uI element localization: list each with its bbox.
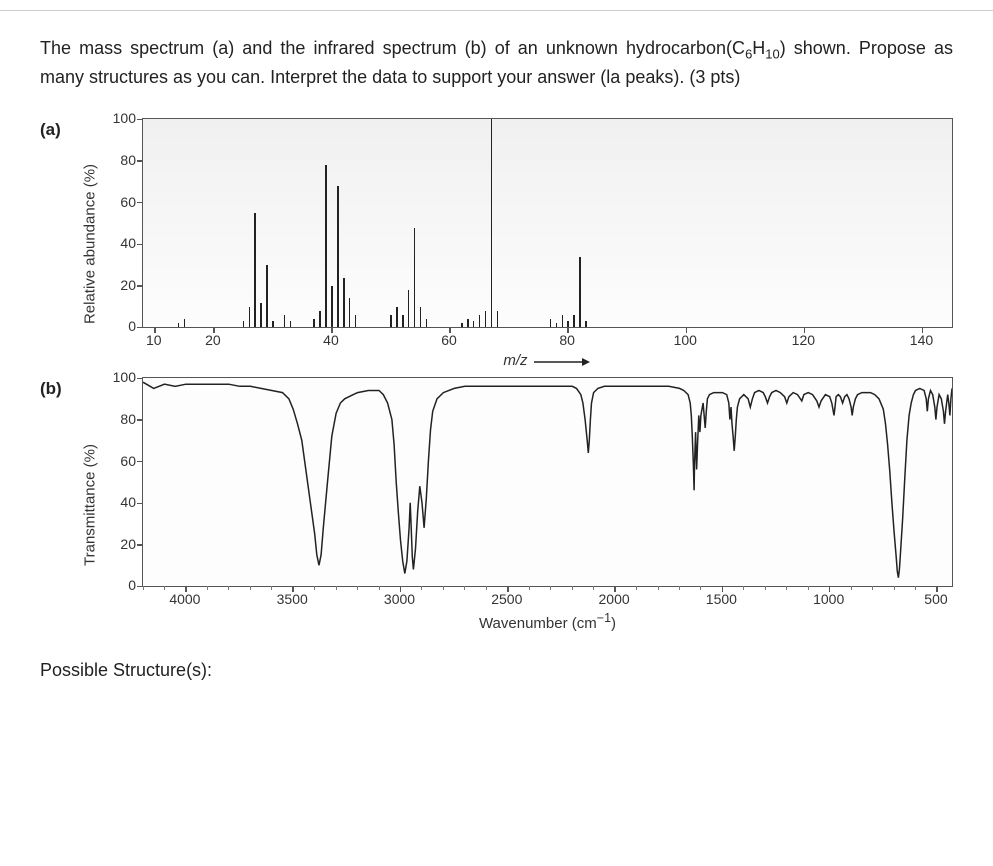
ms-peak [331,286,333,328]
ir-y-tick: 80 [120,411,136,427]
ir-x-tick: 500 [924,591,947,607]
ir-y-tick: 40 [120,494,136,510]
ms-x-tick: 120 [792,332,815,348]
ms-peak [396,307,398,328]
ms-x-tick: 100 [674,332,697,348]
ms-peak [313,319,315,327]
ms-peak [473,321,475,327]
ms-peak [497,311,499,328]
panel-a-label: (a) [40,118,92,140]
ms-peak [178,323,180,327]
panel-b: (b) Transmittance (%) 020406080100 40003… [40,377,953,632]
ms-x-title-text: m/z [503,352,527,369]
q-line1-mid: H [752,38,765,58]
ms-x-tick: 40 [323,332,339,348]
ms-peak [284,315,286,327]
ms-peak [272,321,274,327]
ir-trace [143,378,952,586]
ms-peak [467,319,469,327]
ms-peak [337,186,339,327]
ir-x-title: Wavenumber (cm−1) [142,611,953,632]
ms-peak [254,213,256,327]
ir-chart: Transmittance (%) 020406080100 400035003… [92,377,953,632]
ms-peak [426,319,428,327]
ms-peak [414,228,416,328]
ms-chart: Relative abundance (%) 020406080100 1020… [92,118,953,369]
q-sub2: 10 [765,47,779,62]
ms-x-tick: 10 [146,332,162,348]
ms-x-tick: 80 [559,332,575,348]
ms-x-tick: 140 [910,332,933,348]
ms-y-tick: 60 [120,194,136,210]
ir-x-title-post: ) [611,615,616,632]
ms-x-tick: 60 [441,332,457,348]
ir-x-tick: 1000 [813,591,844,607]
ms-peak [461,323,463,327]
ms-peak [562,315,564,327]
panel-a: (a) Relative abundance (%) 020406080100 … [40,118,953,369]
ir-y-tick: 0 [128,577,136,593]
ir-x-tick: 3000 [384,591,415,607]
ms-y-tick: 20 [120,277,136,293]
ms-peak [573,315,575,327]
ms-peak [260,303,262,328]
ms-peak [290,321,292,327]
ms-y-tick: 80 [120,152,136,168]
ms-peak [550,319,552,327]
ms-peak [243,321,245,327]
ir-y-tick: 20 [120,536,136,552]
question-text: The mass spectrum (a) and the infrared s… [40,35,953,90]
q-line1-post: ) [780,38,786,58]
ms-peak [491,119,493,327]
ir-x-tick: 4000 [169,591,200,607]
ms-y-tick: 40 [120,235,136,251]
ms-peak [343,278,345,328]
arrow-right-icon [532,357,592,367]
ms-peak [479,315,481,327]
ir-y-tick: 100 [113,369,136,385]
ms-peak [249,307,251,328]
ir-x-title-pre: Wavenumber (cm [479,615,597,632]
ms-peak [579,257,581,328]
ms-peak [556,323,558,327]
possible-structures-label: Possible Structure(s): [40,660,953,681]
ir-x-tick: 3500 [277,591,308,607]
ms-peak [420,307,422,328]
ir-x-tick: 2000 [599,591,630,607]
ir-x-tick: 1500 [706,591,737,607]
ms-peak [266,265,268,327]
ms-peak [585,321,587,327]
ms-y-tick: 100 [113,110,136,126]
ms-y-tick: 0 [128,318,136,334]
ms-peak [355,315,357,327]
ir-y-tick: 60 [120,453,136,469]
ms-peak [319,311,321,328]
q-line1-pre: The mass spectrum (a) and the infrared s… [40,38,745,58]
ms-peak [390,315,392,327]
ms-peak [325,165,327,327]
ms-peak [485,311,487,328]
ir-x-tick: 2500 [491,591,522,607]
ms-peak [349,298,351,327]
ms-peak [408,290,410,327]
panel-b-label: (b) [40,377,92,399]
ms-x-tick: 20 [205,332,221,348]
ms-peak [402,315,404,327]
ms-x-title: m/z [142,352,953,369]
ir-x-title-sup: −1 [597,611,611,625]
q-line3: peaks). (3 pts) [625,67,740,87]
ms-peak [184,319,186,327]
